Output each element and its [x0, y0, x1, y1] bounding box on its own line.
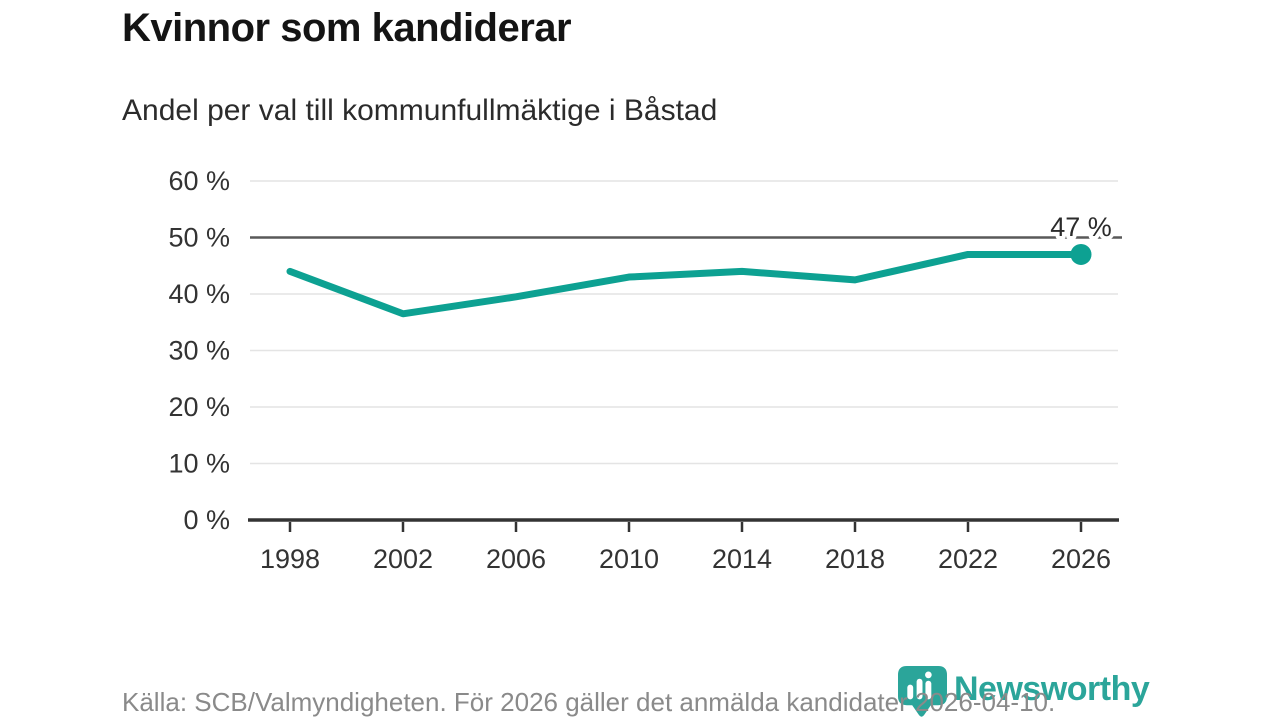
chart-subtitle: Andel per val till kommunfullmäktige i B… [122, 94, 718, 127]
y-tick-label: 40 % [168, 279, 230, 309]
x-tick-label: 2022 [938, 544, 998, 574]
gridlines [250, 180, 1122, 465]
y-axis-labels: 0 % 10 % 20 % 30 % 40 % 50 % 60 % [168, 166, 230, 535]
newsworthy-icon [898, 666, 947, 717]
x-tick-label: 2026 [1051, 544, 1111, 574]
x-tick-label: 2010 [599, 544, 659, 574]
y-tick-label: 20 % [168, 392, 230, 422]
x-tick-label: 1998 [260, 544, 320, 574]
newsworthy-bars [907, 671, 932, 700]
newsworthy-wordmark: Newsworthy [954, 670, 1150, 708]
newsworthy-logo: Newsworthy [898, 666, 1150, 719]
page-title: Kvinnor som kandiderar [122, 6, 572, 50]
x-axis-labels: 1998 2002 2006 2010 2014 2018 2022 2026 [260, 522, 1111, 574]
end-point-marker [1070, 243, 1092, 265]
x-tick-label: 2002 [373, 544, 433, 574]
x-tick-label: 2006 [486, 544, 546, 574]
x-tick-label: 2014 [712, 544, 772, 574]
y-tick-label: 30 % [168, 336, 230, 366]
x-tick-label: 2018 [825, 544, 885, 574]
y-tick-label: 0 % [183, 505, 230, 535]
source-note: Källa: SCB/Valmyndigheten. För 2026 gäll… [122, 687, 1056, 717]
end-value-label: 47 % [1050, 212, 1112, 242]
y-tick-label: 50 % [168, 223, 230, 253]
data-line [286, 250, 1085, 318]
y-tick-label: 60 % [168, 166, 230, 196]
y-tick-label: 10 % [168, 449, 230, 479]
